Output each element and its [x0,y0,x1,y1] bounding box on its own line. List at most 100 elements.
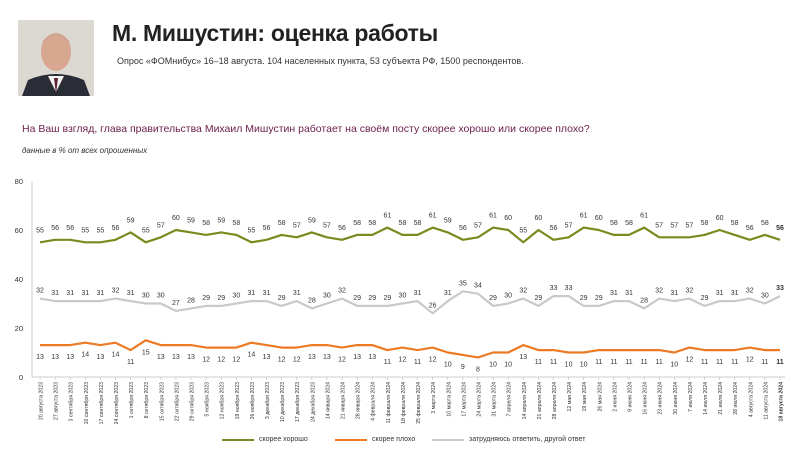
data-label: 31 [97,290,105,297]
data-label: 12 [685,357,693,364]
data-label: 59 [444,217,452,224]
x-tick-label: 29 октября 2023 [190,382,196,421]
data-label: 58 [414,220,422,227]
data-label: 12 [278,357,286,364]
data-label: 34 [474,283,482,290]
x-tick-label: 4 августа 2024 [748,382,754,417]
data-label: 32 [36,288,44,295]
legend-swatch-good [222,438,254,441]
x-tick-label: 28 января 2024 [356,382,362,419]
y-tick-label: 60 [15,226,23,235]
x-tick-label: 18 августа 2024 [779,382,785,422]
data-label: 13 [368,354,376,361]
x-tick-label: 19 мая 2024 [582,382,588,412]
data-label: 61 [383,213,391,220]
data-label: 55 [36,227,44,234]
x-tick-label: 30 июня 2024 [673,382,679,415]
data-label: 31 [248,290,256,297]
data-label: 35 [459,280,467,287]
data-label: 31 [716,290,724,297]
data-label: 59 [308,217,316,224]
x-tick-label: 21 января 2024 [341,382,347,419]
data-label: 13 [519,354,527,361]
data-label: 57 [655,222,663,229]
data-label: 30 [142,293,150,300]
x-tick-label: 26 мая 2024 [597,382,603,412]
data-label: 31 [293,290,301,297]
data-label: 61 [580,213,588,220]
data-label: 32 [746,288,754,295]
x-tick-label: 17 декабря 2023 [295,382,301,422]
data-label: 31 [66,290,74,297]
data-label: 10 [504,362,512,369]
x-tick-label: 22 октября 2023 [174,382,180,421]
data-label: 58 [368,220,376,227]
data-label: 58 [731,220,739,227]
data-label: 29 [701,295,709,302]
data-label: 11 [656,359,663,366]
data-label: 11 [550,359,557,366]
data-label: 58 [278,220,286,227]
data-label: 55 [248,227,256,234]
data-label: 56 [459,225,467,232]
legend-item-bad: скорее плохо [335,436,415,443]
data-label: 12 [202,357,210,364]
portrait-photo [18,20,94,96]
data-label: 13 [187,354,195,361]
data-label: 12 [232,357,240,364]
data-label: 32 [655,288,663,295]
x-tick-label: 24 сентября 2023 [114,382,120,424]
data-label: 56 [263,225,271,232]
legend-label-undecided: затрудняюсь ответить, другой ответ [469,436,586,443]
data-label: 31 [414,290,422,297]
data-label: 58 [399,220,407,227]
data-label: 60 [534,215,542,222]
data-label: 11 [776,359,784,366]
data-label: 13 [36,354,44,361]
data-label: 57 [670,222,678,229]
x-tick-label: 2 июня 2024 [612,382,618,412]
data-label: 29 [202,295,210,302]
data-label: 31 [731,290,739,297]
data-label: 31 [444,290,452,297]
data-label: 10 [489,362,497,369]
x-tick-label: 20 августа 2023 [39,382,45,420]
data-label: 32 [519,288,527,295]
x-tick-label: 27 августа 2023 [54,382,60,420]
x-tick-label: 21 июля 2024 [718,382,724,415]
data-label: 27 [172,300,180,307]
x-tick-label: 14 января 2024 [325,382,331,419]
data-label: 10 [565,362,573,369]
data-label: 57 [157,222,165,229]
data-label: 32 [112,288,120,295]
x-tick-label: 7 июля 2024 [688,382,694,412]
data-label: 60 [172,215,180,222]
x-tick-label: 1 октября 2023 [129,382,135,418]
data-label: 29 [353,295,361,302]
data-label: 59 [187,217,195,224]
data-label: 55 [81,227,89,234]
data-label: 57 [323,222,331,229]
data-label: 32 [685,288,693,295]
data-label: 14 [248,352,256,359]
x-tick-label: 21 апреля 2024 [537,382,543,419]
data-label: 28 [308,297,316,304]
data-label: 10 [670,362,678,369]
data-label: 14 [81,352,89,359]
x-tick-label: 10 марта 2024 [446,382,452,417]
data-label: 56 [66,225,74,232]
legend-swatch-bad [335,438,367,441]
data-label: 58 [353,220,361,227]
data-label: 11 [595,359,602,366]
data-label: 13 [172,354,180,361]
data-label: 56 [776,225,784,232]
data-label: 31 [625,290,633,297]
x-tick-label: 26 ноября 2023 [250,382,256,419]
data-label: 26 [429,302,437,309]
data-label: 11 [625,359,632,366]
data-label: 12 [293,357,301,364]
data-label: 30 [761,293,769,300]
data-label: 29 [368,295,376,302]
data-label: 60 [504,215,512,222]
x-tick-label: 15 октября 2023 [159,382,165,421]
